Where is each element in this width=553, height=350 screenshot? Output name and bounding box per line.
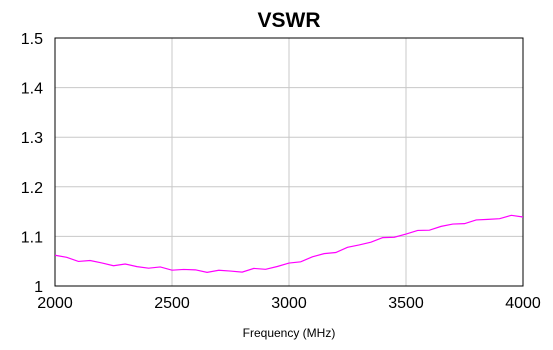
y-tick-label: 1.1 xyxy=(21,229,43,246)
x-tick-label: 3500 xyxy=(388,295,424,312)
y-tick-label: 1 xyxy=(34,279,43,296)
x-tick-label: 4000 xyxy=(505,295,541,312)
plot-frame xyxy=(54,37,524,287)
chart-title: VSWR xyxy=(258,9,321,32)
y-tick-label: 1.2 xyxy=(21,180,43,197)
y-tick-label: 1.5 xyxy=(21,31,43,48)
x-axis-label: Frequency (MHz) xyxy=(243,326,336,340)
grid-lines xyxy=(55,38,523,286)
x-tick-label: 2500 xyxy=(154,295,190,312)
vswr-series-line xyxy=(54,214,524,273)
y-tick-label: 1.3 xyxy=(21,130,43,147)
y-axis-ticks: 1 1.1 1.2 1.3 1.4 1.5 xyxy=(21,31,43,296)
x-tick-label: 2000 xyxy=(37,295,73,312)
x-axis-ticks: 2000 2500 3000 3500 4000 xyxy=(37,295,541,312)
x-tick-label: 3000 xyxy=(271,295,307,312)
y-tick-label: 1.4 xyxy=(21,81,43,98)
series-layer xyxy=(54,214,524,273)
